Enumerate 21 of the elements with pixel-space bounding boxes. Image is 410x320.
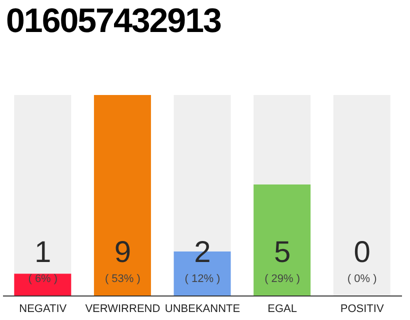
annotation: ( 0% ) <box>347 273 377 285</box>
chart-title: 016057432913 <box>6 2 221 41</box>
bar <box>14 95 72 274</box>
annotation: ( 29% ) <box>264 273 300 285</box>
x-tick-label: NEGATIV <box>19 302 68 315</box>
bar <box>94 95 151 296</box>
x-tick-label: POSITIV <box>340 302 384 315</box>
bar <box>254 184 311 296</box>
annotation: ( 12% ) <box>184 273 220 285</box>
annotation: ( 6% ) <box>28 273 58 285</box>
bar <box>333 95 390 296</box>
bar <box>14 274 72 296</box>
x-tick-label: VERWIRREND <box>85 302 160 315</box>
x-tick-label: EGAL <box>268 302 297 315</box>
x-tick-label: UNBEKANNTE <box>164 302 240 315</box>
bar <box>254 95 311 184</box>
data-label: 5 <box>274 236 291 269</box>
annotation: ( 53% ) <box>104 273 140 285</box>
data-label: 9 <box>114 236 132 269</box>
data-label: 1 <box>34 236 52 269</box>
annotation: 0 <box>354 236 370 269</box>
